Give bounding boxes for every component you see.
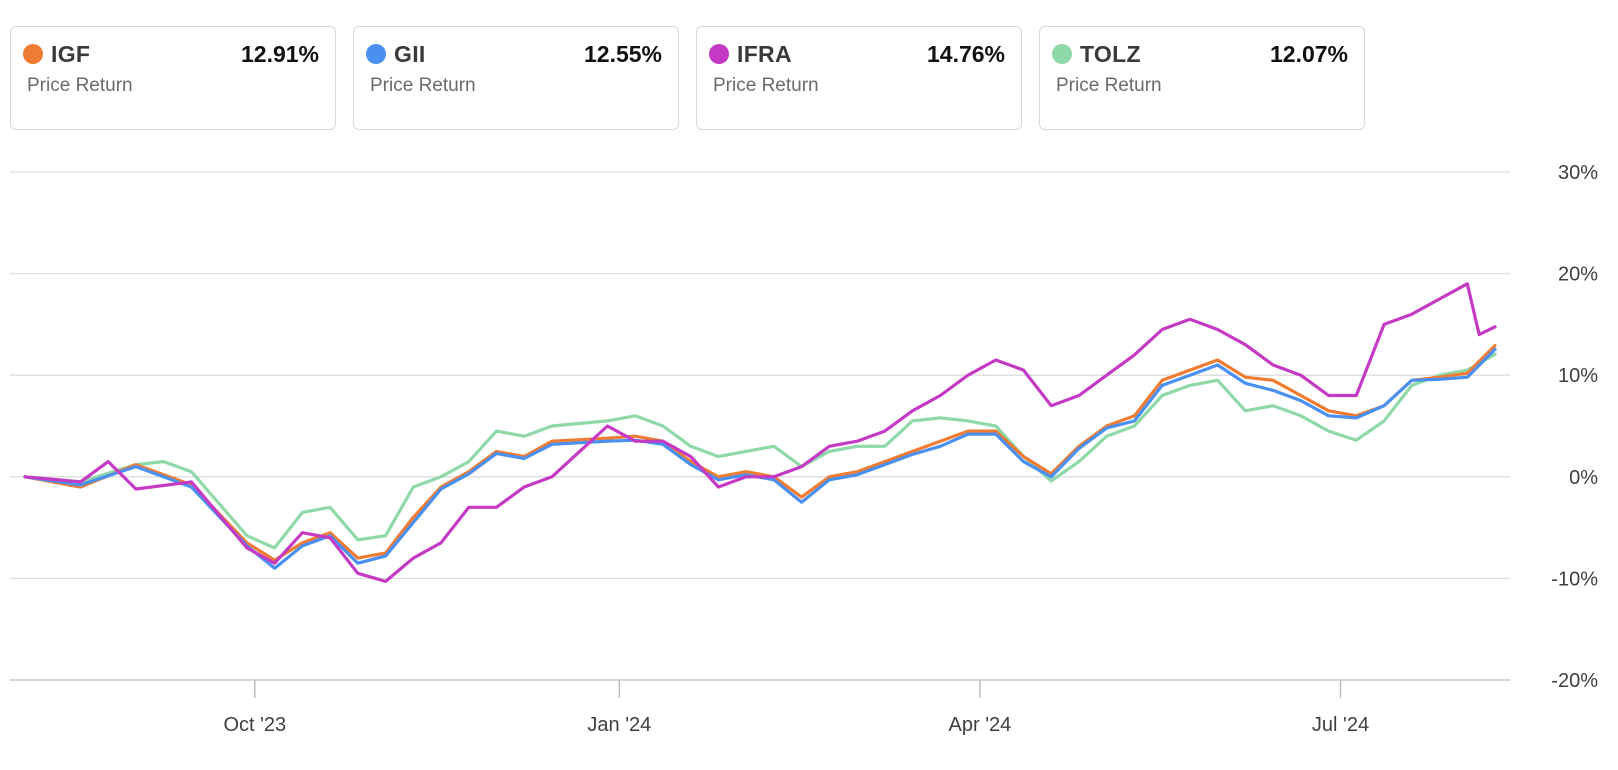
legend-return-label: Price Return — [713, 75, 819, 96]
legend-ticker: IFRA — [737, 40, 792, 67]
legend-return-label: Price Return — [1056, 75, 1162, 96]
legend-row: IGF 12.91% Price Return GII 12.55% Price… — [10, 26, 1365, 130]
x-tick-label: Oct '23 — [223, 714, 286, 736]
legend-header: TOLZ 12.07% — [1052, 40, 1348, 68]
legend-return-value: 14.76% — [926, 40, 1005, 67]
y-tick-label: -10% — [1551, 568, 1598, 590]
legend-ticker: IGF — [51, 40, 91, 67]
legend-card-tolz[interactable]: TOLZ 12.07% Price Return — [1039, 26, 1365, 130]
series-lines — [23, 282, 1497, 583]
y-axis: 30% 20% 10% 0% -10% -20% — [1551, 162, 1598, 692]
y-tick-label: 20% — [1558, 264, 1598, 286]
legend-header: IGF 12.91% — [23, 40, 319, 68]
series-color-dot-icon — [709, 44, 729, 64]
x-tick-label: Apr '24 — [949, 714, 1012, 736]
series-line-igf[interactable] — [23, 344, 1497, 562]
series-color-dot-icon — [366, 44, 386, 64]
legend-return-value: 12.55% — [583, 40, 662, 67]
x-tick-label: Jul '24 — [1312, 714, 1369, 736]
legend-ticker: GII — [394, 40, 426, 67]
legend-return-value: 12.07% — [1269, 40, 1348, 67]
legend-card-gii[interactable]: GII 12.55% Price Return — [353, 26, 679, 130]
legend-card-ifra[interactable]: IFRA 14.76% Price Return — [696, 26, 1022, 130]
x-axis: Oct '23 Jan '24 Apr '24 Jul '24 — [223, 680, 1369, 736]
series-line-tolz[interactable] — [23, 352, 1497, 550]
legend-header: IFRA 14.76% — [709, 40, 1005, 68]
grid-lines — [10, 171, 1510, 681]
legend-card-igf[interactable]: IGF 12.91% Price Return — [10, 26, 336, 130]
y-tick-label: 0% — [1569, 467, 1598, 489]
series-line-gii[interactable] — [23, 347, 1497, 570]
legend-return-value: 12.91% — [240, 40, 319, 67]
series-color-dot-icon — [1052, 44, 1072, 64]
y-tick-label: 10% — [1558, 365, 1598, 387]
series-color-dot-icon — [23, 44, 43, 64]
legend-header: GII 12.55% — [366, 40, 662, 68]
x-tick-label: Jan '24 — [587, 714, 651, 736]
y-tick-label: -20% — [1551, 670, 1598, 692]
legend-ticker: TOLZ — [1080, 40, 1141, 67]
series-line-ifra[interactable] — [23, 282, 1497, 583]
legend-return-label: Price Return — [370, 75, 476, 96]
y-tick-label: 30% — [1558, 162, 1598, 184]
legend-return-label: Price Return — [27, 75, 133, 96]
